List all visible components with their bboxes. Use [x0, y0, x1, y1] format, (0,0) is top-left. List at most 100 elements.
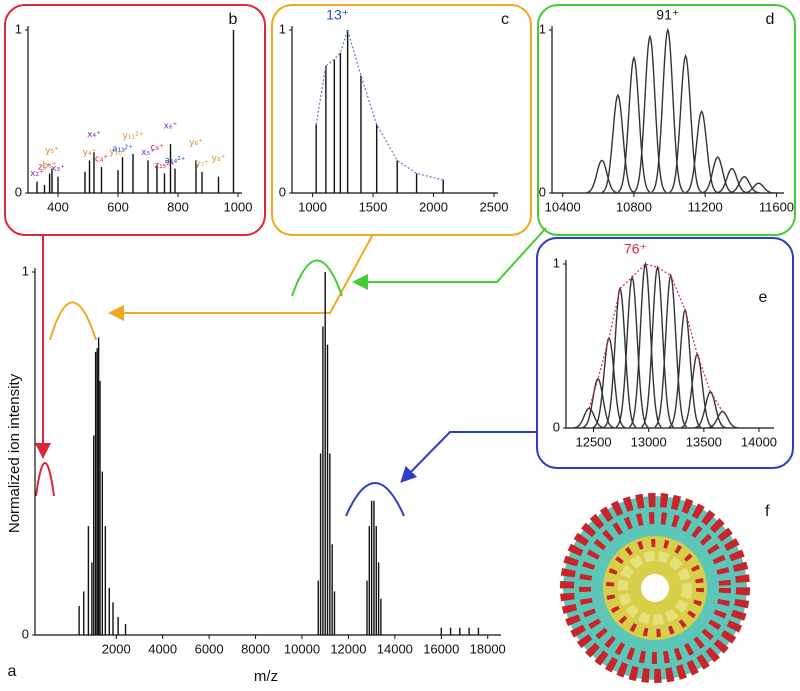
arrow-c [108, 235, 373, 321]
y-tick-label: 0 [279, 184, 286, 199]
panel-b-frame [4, 4, 266, 236]
y-tick-label: 1 [279, 21, 286, 36]
ion-label: x₄⁺ [87, 130, 101, 140]
x-tick-label: 14000 [377, 641, 413, 656]
peak [669, 54, 702, 193]
peak [628, 261, 662, 428]
y-tick-label: 0 [539, 184, 546, 199]
ion-label: y₅⁺ [45, 146, 59, 156]
x-tick-label: 14000 [741, 434, 777, 449]
x-tick-label: 600 [107, 199, 129, 214]
ion-label: c₄⁺ [95, 154, 109, 164]
y-axis-label: Normalized ion intensity [6, 373, 23, 533]
x-tick-label: 2000 [419, 199, 448, 214]
peak [706, 410, 739, 429]
ion-label: a₁₄²⁺ [164, 156, 185, 166]
panel-e-frame [536, 237, 794, 469]
ion-label: y₄⁺ [83, 148, 97, 158]
axis-line [551, 26, 784, 194]
ion-label: b₅⁺ [43, 161, 57, 171]
x-tick-label: 10800 [616, 199, 652, 214]
peak [601, 93, 635, 194]
x-tick-label: 2500 [480, 199, 509, 214]
peak [715, 167, 748, 194]
x-tick-label: 16000 [423, 641, 459, 656]
y-tick-label: 1 [22, 263, 29, 278]
y-tick-label: 1 [553, 255, 560, 270]
x-tick-label: 13000 [631, 434, 667, 449]
charge-label: 91⁺ [656, 7, 679, 23]
peak [585, 159, 618, 194]
y-tick-label: 1 [15, 21, 22, 36]
peak [685, 110, 718, 194]
peak [680, 352, 714, 429]
y-tick-label: 0 [22, 626, 29, 641]
ion-label: x₆⁺ [164, 122, 178, 132]
x-tick-label: 6000 [195, 641, 224, 656]
peak [701, 156, 734, 194]
peak [742, 182, 775, 194]
ion-label: x₅⁺ [141, 148, 155, 158]
peak [651, 27, 685, 193]
ion-label: z₅⁺ [38, 162, 51, 172]
peak [668, 308, 702, 428]
peak [641, 264, 674, 428]
ion-label: a₁₁²⁺ [112, 145, 133, 155]
x-tick-label: 8000 [241, 641, 270, 656]
arrow-e [400, 431, 537, 483]
x-tick-label: 1500 [359, 199, 388, 214]
panel-letter: c [501, 11, 509, 28]
peak [633, 34, 667, 193]
ion-label: y₇⁺ [195, 159, 209, 169]
x-tick-label: 12500 [575, 434, 611, 449]
arch-d [291, 259, 343, 297]
y-tick-label: 0 [553, 419, 560, 434]
peak [654, 273, 688, 428]
panel-letter: b [229, 11, 238, 28]
x-tick-label: 10000 [284, 641, 320, 656]
x-tick-label: 18000 [470, 641, 506, 656]
x-tick-label: 1000 [224, 199, 253, 214]
arrow-d [352, 227, 547, 290]
arch-e [345, 482, 405, 517]
arch-c [49, 301, 97, 341]
ion-label: x₃⁺ [51, 164, 65, 174]
protein-structure [560, 493, 750, 683]
ion-label: y₆⁺ [189, 138, 203, 148]
peak [617, 55, 651, 193]
x-tick-label: 2000 [102, 641, 131, 656]
envelope [315, 27, 444, 181]
charge-label: 13⁺ [326, 7, 349, 23]
x-tick-label: 10400 [545, 199, 581, 214]
panel-letter: e [759, 289, 768, 306]
x-tick-label: 11200 [688, 199, 723, 214]
envelope [588, 263, 724, 412]
ion-label: y₈⁺ [212, 154, 226, 164]
x-tick-label: 11600 [759, 199, 794, 214]
y-tick-label: 0 [15, 184, 22, 199]
x-axis-label: m/z [254, 668, 278, 685]
panel-letter: d [766, 11, 775, 28]
peak [694, 391, 727, 429]
x-tick-label: 12000 [330, 641, 366, 656]
panel-letter: a [8, 663, 17, 680]
x-tick-label: 13500 [686, 434, 722, 449]
axis-line [565, 260, 774, 429]
peak [728, 175, 761, 194]
ion-label: z₁₅²⁺ [154, 161, 175, 171]
x-tick-label: 4000 [148, 641, 177, 656]
peak [603, 286, 637, 428]
peak [581, 377, 615, 429]
panel-c-frame [271, 4, 532, 236]
axis-line [291, 26, 498, 194]
ion-label: y₁₁²⁺ [123, 131, 144, 141]
panel-letter: f [765, 503, 770, 520]
panel-d-frame [537, 4, 796, 236]
arch-b [35, 462, 55, 497]
ion-label: y₁₀⁺ [109, 148, 127, 158]
y-tick-label: 1 [539, 21, 546, 36]
charge-label: 76⁺ [624, 241, 647, 257]
ion-label: x₂⁺ [30, 169, 44, 179]
